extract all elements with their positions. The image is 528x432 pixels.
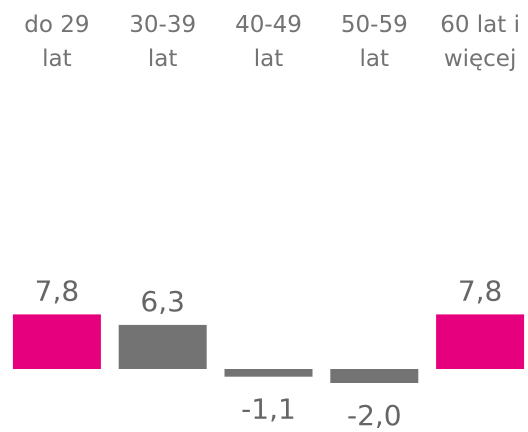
- bar: [224, 369, 313, 377]
- bar: [330, 369, 419, 383]
- value-label: 6,3: [140, 285, 185, 318]
- category-label: 40-49 lat: [235, 12, 302, 72]
- value-label: -1,1: [241, 393, 296, 426]
- value-label: 7,8: [35, 274, 80, 307]
- value-label: -2,0: [347, 399, 402, 432]
- category-label: 60 lat i więcej: [440, 12, 520, 72]
- category-label: do 29 lat: [24, 12, 90, 72]
- value-label: 7,8: [458, 274, 503, 307]
- bar: [118, 324, 207, 369]
- category-label: 30-39 lat: [129, 12, 197, 72]
- category-label: 50-59 lat: [340, 12, 408, 72]
- bar: [12, 314, 101, 369]
- bar: [436, 314, 525, 369]
